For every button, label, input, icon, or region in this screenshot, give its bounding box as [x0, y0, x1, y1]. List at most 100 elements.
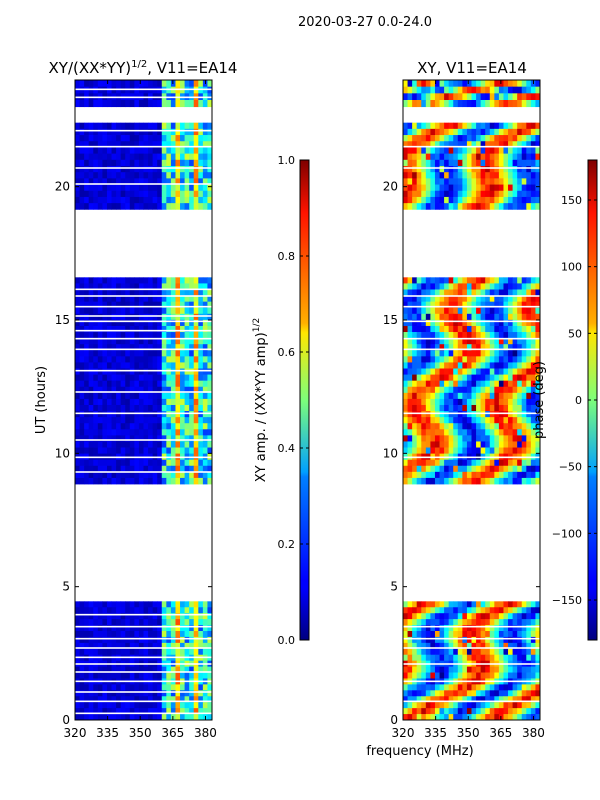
heatmap-cell — [480, 295, 486, 303]
heatmap-cell — [425, 283, 431, 290]
heatmap-cell — [403, 423, 408, 430]
heatmap-cell — [184, 392, 190, 400]
heatmap-cell — [453, 356, 459, 363]
heatmap-cell — [193, 392, 199, 400]
heatmap-cell — [416, 648, 422, 656]
heatmap-cell — [471, 613, 477, 620]
heatmap-cell — [453, 86, 459, 94]
heatmap-cell — [430, 429, 436, 436]
heatmap-cell — [412, 613, 418, 620]
heatmap-cell — [184, 203, 190, 210]
heatmap-cell — [88, 648, 94, 656]
heatmap-cell — [444, 702, 450, 709]
heatmap-cell — [416, 362, 422, 369]
heatmap-cell — [416, 172, 422, 179]
heatmap-cell — [157, 159, 163, 167]
heatmap-cell — [97, 435, 103, 442]
heatmap-cell — [512, 631, 518, 638]
heatmap-cell — [425, 619, 431, 626]
heatmap-cell — [512, 625, 518, 632]
heatmap-cell — [526, 356, 532, 363]
heatmap-cell — [75, 356, 80, 363]
heatmap-cell — [106, 190, 112, 198]
heatmap-cell — [116, 684, 122, 691]
heatmap-cell — [157, 350, 163, 357]
heatmap-cell — [161, 178, 167, 185]
heatmap-cell — [403, 80, 408, 88]
heatmap-cell — [485, 147, 491, 155]
heatmap-cell — [421, 86, 427, 94]
y-tick-label: 0 — [390, 713, 398, 727]
heatmap-cell — [512, 301, 518, 309]
heatmap-cell — [508, 128, 513, 136]
heatmap-cell — [485, 607, 491, 614]
heatmap-cell — [434, 301, 440, 309]
heatmap-cell — [189, 417, 195, 424]
heatmap-cell — [134, 295, 140, 303]
heatmap-cell — [530, 666, 536, 673]
heatmap-cell — [480, 159, 486, 167]
heatmap-cell — [88, 404, 94, 412]
heatmap-cell — [498, 277, 504, 284]
x-tick-label: 365 — [489, 726, 512, 740]
heatmap-cell — [120, 696, 126, 703]
heatmap-cell — [535, 93, 541, 101]
heatmap-cell — [175, 648, 181, 656]
heatmap-cell — [485, 392, 491, 400]
heatmap-cell — [97, 141, 103, 148]
heatmap-cell — [202, 374, 208, 382]
heatmap-cell — [148, 636, 154, 644]
colorbar-tick-label: 1.0 — [278, 154, 296, 167]
heatmap-cell — [526, 301, 532, 309]
heatmap-cell — [120, 447, 126, 455]
heatmap-cell — [161, 459, 167, 467]
heatmap-cell — [503, 459, 509, 467]
heatmap-cell — [480, 459, 486, 467]
heatmap-cell — [535, 332, 541, 339]
heatmap-cell — [462, 642, 468, 650]
heatmap-cell — [193, 684, 199, 691]
heatmap-cell — [407, 344, 413, 351]
heatmap-cell — [75, 147, 80, 155]
heatmap-cell — [102, 295, 108, 303]
heatmap-cell — [462, 631, 468, 638]
heatmap-cell — [102, 642, 108, 650]
heatmap-cell — [430, 141, 436, 148]
heatmap-cell — [471, 356, 477, 363]
heatmap-cell — [462, 368, 468, 375]
heatmap-cell — [503, 368, 509, 375]
heatmap-cell — [485, 159, 491, 167]
heatmap-cell — [202, 411, 208, 418]
heatmap-cell — [480, 607, 486, 614]
y-tick-label: 10 — [55, 446, 70, 460]
heatmap-cell — [106, 184, 112, 192]
heatmap-cell — [152, 417, 158, 424]
heatmap-cell — [448, 672, 454, 679]
heatmap-cell — [193, 404, 199, 412]
heatmap-cell — [489, 690, 495, 697]
heatmap-cell — [189, 166, 195, 173]
heatmap-cell — [434, 613, 440, 620]
heatmap-cell — [111, 338, 117, 345]
heatmap-cell — [498, 636, 504, 644]
heatmap-cell — [453, 362, 459, 369]
heatmap-cell — [184, 613, 190, 620]
heatmap-cell — [116, 642, 122, 650]
heatmap-cell — [430, 344, 436, 351]
heatmap-cell — [466, 307, 472, 315]
heatmap-cell — [189, 684, 195, 691]
heatmap-cell — [93, 631, 99, 638]
heatmap-cell — [189, 368, 195, 375]
heatmap-cell — [448, 417, 454, 424]
heatmap-cell — [485, 135, 491, 142]
heatmap-cell — [535, 166, 541, 173]
heatmap-cell — [425, 374, 431, 382]
heatmap-cell — [93, 295, 99, 303]
heatmap-cell — [79, 684, 85, 691]
heatmap-cell — [207, 696, 213, 703]
heatmap-cell — [430, 666, 436, 673]
heatmap-cell — [152, 625, 158, 632]
heatmap-cell — [407, 441, 413, 448]
heatmap-cell — [494, 325, 500, 333]
